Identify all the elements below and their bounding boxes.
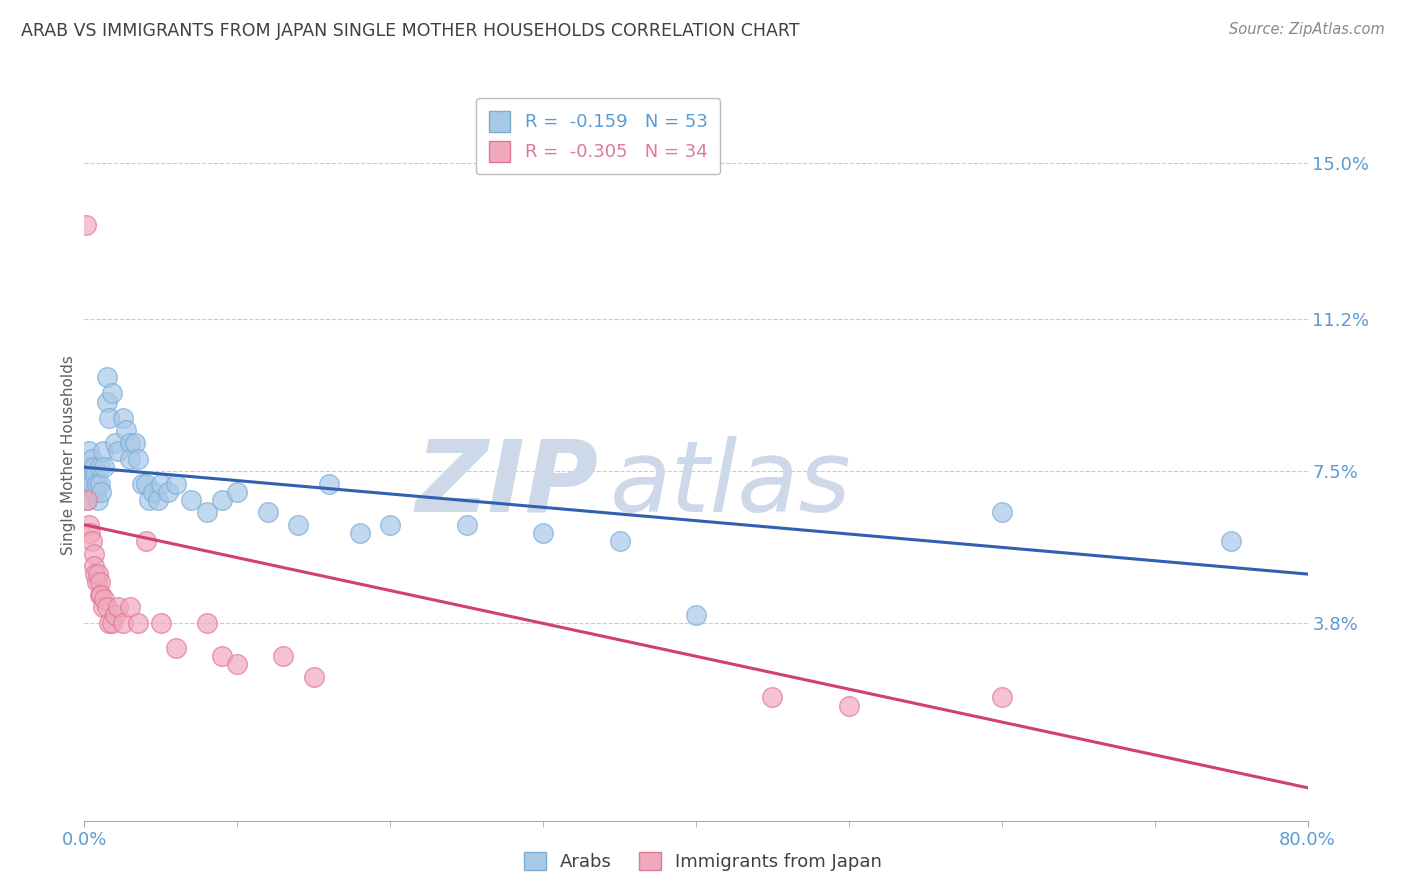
Point [1220,534,1243,549]
Point [991,505,1014,519]
Point [84,468,107,483]
Point [93,591,115,606]
Point [79,526,101,541]
Legend: R =  -0.159   N = 53, R =  -0.305   N = 34: R = -0.159 N = 53, R = -0.305 N = 34 [477,98,720,174]
Point [991,690,1014,705]
Point [83,547,105,561]
Point [96,369,118,384]
Point [75,476,97,491]
Point [349,526,371,541]
Point [84,567,107,582]
Point [380,517,402,532]
Point [120,599,142,614]
Point [90,588,112,602]
Point [79,468,101,483]
Point [135,476,157,491]
Point [89,476,111,491]
Point [114,423,136,437]
Point [101,616,124,631]
Point [96,599,118,614]
Point [761,690,783,705]
Point [211,493,233,508]
Point [149,476,172,491]
Point [131,476,153,491]
Point [91,443,114,458]
Point [111,616,134,631]
Point [142,484,165,499]
Point [104,608,127,623]
Point [456,517,478,532]
Point [180,493,202,508]
Point [157,484,180,499]
Text: ARAB VS IMMIGRANTS FROM JAPAN SINGLE MOTHER HOUSEHOLDS CORRELATION CHART: ARAB VS IMMIGRANTS FROM JAPAN SINGLE MOT… [21,22,800,40]
Legend: Arabs, Immigrants from Japan: Arabs, Immigrants from Japan [517,845,889,879]
Point [138,493,160,508]
Point [83,460,105,475]
Point [257,505,280,519]
Text: ZIP: ZIP [415,435,598,533]
Point [226,657,249,672]
Point [97,616,120,631]
Point [271,649,294,664]
Point [87,567,110,582]
Point [89,575,111,590]
Point [77,443,100,458]
Point [107,443,129,458]
Point [127,616,149,631]
Point [97,411,120,425]
Point [165,476,187,491]
Point [149,616,172,631]
Point [93,460,115,475]
Point [226,484,249,499]
Point [195,616,218,631]
Point [91,599,114,614]
Point [104,435,127,450]
Point [124,435,146,450]
Point [195,505,218,519]
Point [685,608,707,623]
Point [84,484,107,499]
Point [531,526,554,541]
Point [76,493,98,508]
Point [302,670,325,684]
Point [111,411,134,425]
Point [80,452,103,467]
Point [80,534,103,549]
Point [89,460,111,475]
Point [146,493,169,508]
Point [120,435,142,450]
Point [75,218,97,232]
Point [609,534,631,549]
Point [89,588,111,602]
Point [135,534,157,549]
Point [75,464,97,478]
Point [127,452,149,467]
Point [318,476,340,491]
Point [107,599,129,614]
Point [83,558,105,573]
Point [211,649,233,664]
Point [120,452,142,467]
Y-axis label: Single Mother Households: Single Mother Households [60,355,76,555]
Text: Source: ZipAtlas.com: Source: ZipAtlas.com [1229,22,1385,37]
Point [76,493,98,508]
Point [87,493,110,508]
Point [838,698,860,713]
Point [77,517,100,532]
Point [77,460,100,475]
Text: atlas: atlas [610,435,852,533]
Point [101,386,124,401]
Point [96,394,118,409]
Point [287,517,309,532]
Point [90,484,112,499]
Point [165,641,187,656]
Point [86,476,108,491]
Point [80,476,103,491]
Point [86,575,108,590]
